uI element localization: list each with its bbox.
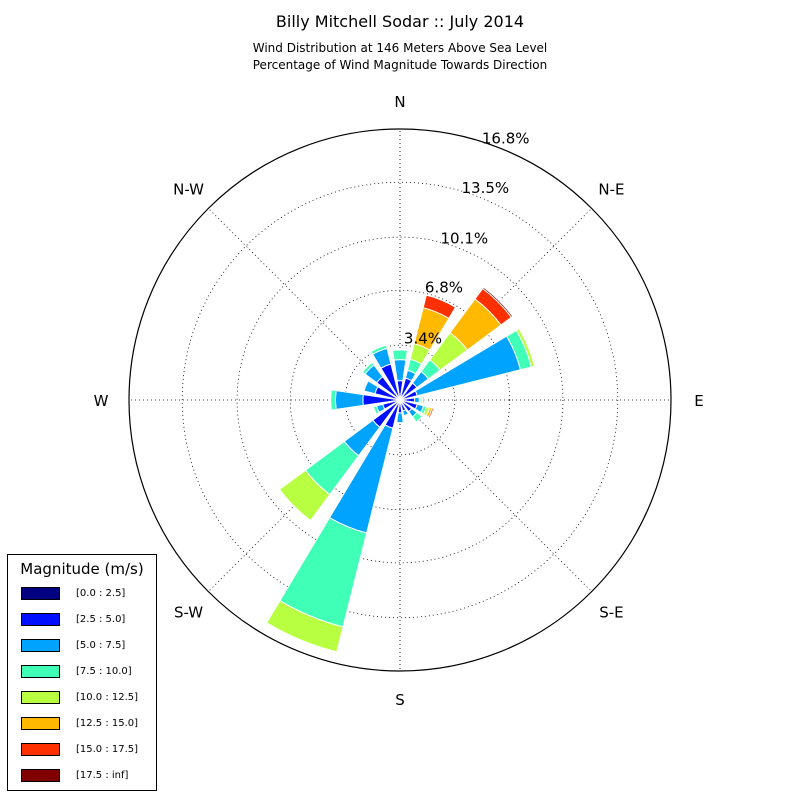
direction-label: S <box>395 691 405 709</box>
spoke-line <box>399 399 592 592</box>
radial-grid-circle <box>289 289 511 511</box>
direction-label: W <box>94 392 109 410</box>
rose-bar-segment <box>361 361 375 375</box>
radial-tick-label: 16.8% <box>482 130 530 148</box>
legend-swatch <box>21 769 60 782</box>
legend-label: [5.0 : 7.5] <box>76 640 126 651</box>
legend-label: [15.0 : 17.5] <box>76 744 139 755</box>
rose-bar-segment <box>421 395 425 405</box>
legend-swatch <box>21 665 60 678</box>
rose-bar-segment <box>265 600 344 653</box>
rose-bar-segment <box>334 390 364 410</box>
legend-label: [0.0 : 2.5] <box>76 588 126 599</box>
legend-label: [7.5 : 10.0] <box>76 666 132 677</box>
legend-swatch <box>21 743 60 756</box>
legend-swatch <box>21 639 60 652</box>
legend-swatch <box>21 587 60 600</box>
direction-label: N-W <box>173 181 204 199</box>
rose-bar-segment <box>392 349 408 361</box>
radial-tick-labels: 3.4% 6.8% 10.1% 13.5% 16.8% <box>404 130 530 348</box>
rose-bar-segment <box>402 409 409 417</box>
rose-bar-segment <box>363 380 379 395</box>
rose-bar-segment <box>422 294 457 320</box>
direction-label: N-E <box>598 181 624 199</box>
direction-label: N <box>394 93 405 111</box>
direction-label: E <box>694 392 703 410</box>
wind-rose-bars <box>265 286 536 653</box>
legend-swatch <box>21 613 60 626</box>
direction-label: S-W <box>174 603 203 621</box>
legend-label: [10.0 : 12.5] <box>76 692 139 703</box>
legend-label: [2.5 : 5.0] <box>76 614 126 625</box>
rose-bar-segment <box>330 389 337 411</box>
radial-tick-label: 10.1% <box>441 229 489 247</box>
chart-subtitle-line-1: Wind Distribution at 146 Meters Above Se… <box>252 41 548 55</box>
rose-bar-segment <box>413 396 420 404</box>
legend-swatch <box>21 691 60 704</box>
rose-bar-segment <box>278 469 331 522</box>
rose-bar-segment <box>370 344 388 356</box>
legend-label: [17.5 : inf] <box>76 770 129 781</box>
chart-title: Billy Mitchell Sodar :: July 2014 <box>275 12 525 31</box>
radial-tick-label: 13.5% <box>462 179 510 197</box>
legend-swatch <box>21 717 60 730</box>
direction-labels: N N-E E S-E S S-W W N-W <box>94 93 704 709</box>
rose-bar-segment <box>396 412 404 424</box>
legend-label: [12.5 : 15.0] <box>76 718 139 729</box>
rose-bar-segment <box>393 359 407 382</box>
chart-subtitle-line-2: Percentage of Wind Magnitude Towards Dir… <box>252 58 548 72</box>
outer-circle <box>128 128 672 672</box>
radial-tick-label: 6.8% <box>425 279 463 297</box>
rose-bar-segment <box>427 407 435 419</box>
rose-bar-segment <box>515 328 536 368</box>
rose-bar-segment <box>372 405 380 415</box>
legend: Magnitude (m/s) [0.0 : 2.5] [2.5 : 5.0] [5… <box>7 554 157 791</box>
radial-grid-circle <box>236 236 564 564</box>
rose-bar-segment <box>482 286 514 318</box>
radial-grid-circle <box>181 181 619 619</box>
rose-bar-segment <box>411 411 423 423</box>
direction-label: S-E <box>599 603 623 621</box>
radial-tick-label: 3.4% <box>404 329 442 347</box>
legend-title: Magnitude (m/s) <box>20 560 144 578</box>
